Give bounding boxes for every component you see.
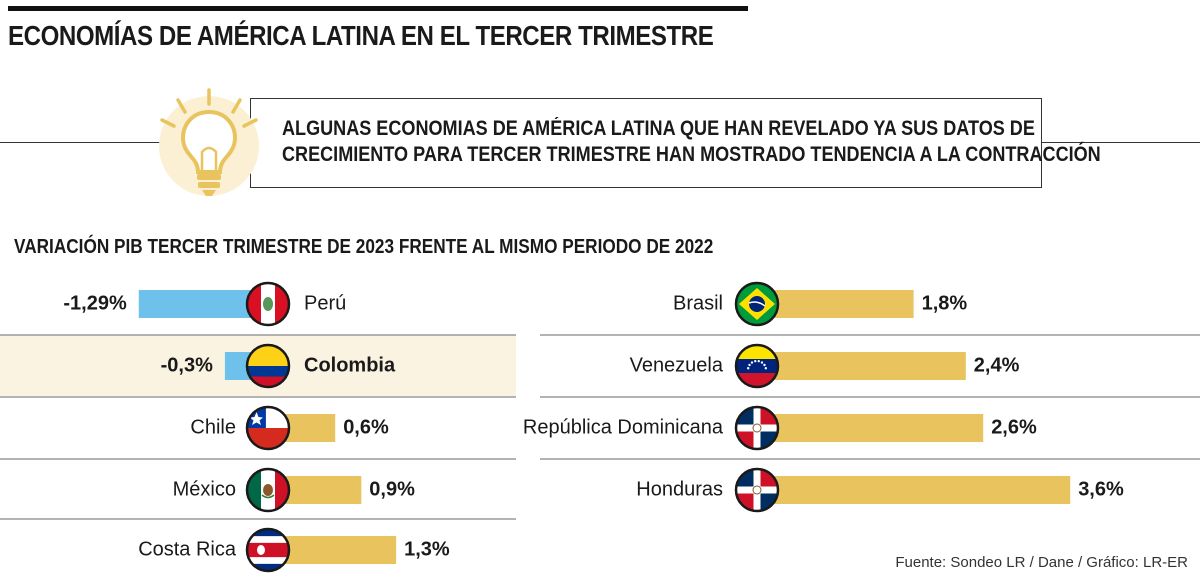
costa-rica-flag-icon	[245, 527, 291, 573]
country-label: Honduras	[636, 478, 723, 500]
country-label: México	[173, 478, 236, 500]
source-note: Fuente: Sondeo LR / Dane / Gráfico: LR-E…	[895, 554, 1188, 571]
bar-brasil	[772, 290, 914, 318]
country-label: Costa Rica	[138, 538, 237, 560]
callout-line-2: CRECIMIENTO PARA TERCER TRIMESTRE HAN MO…	[282, 143, 1101, 166]
bar-república-dominicana	[772, 414, 984, 442]
value-label: -1,29%	[63, 292, 127, 314]
country-label: Venezuela	[630, 354, 724, 376]
bar-perú	[138, 290, 251, 318]
page-title: ECONOMÍAS DE AMÉRICA LATINA EN EL TERCER…	[8, 20, 714, 51]
colombia-flag-icon	[245, 343, 291, 389]
bar-chile	[283, 414, 336, 442]
bar-costa rica	[283, 536, 397, 564]
bar-méxico	[283, 476, 362, 504]
bar-venezuela	[772, 352, 966, 380]
venezuela-flag-icon	[734, 343, 780, 389]
mexico-flag-icon	[245, 467, 291, 513]
country-label: Brasil	[673, 292, 723, 314]
value-label: 2,6%	[991, 416, 1037, 438]
value-label: 1,8%	[922, 292, 968, 314]
brazil-flag-icon	[734, 281, 780, 327]
value-label: 3,6%	[1078, 478, 1124, 500]
dominican-republic-flag-icon	[734, 405, 780, 451]
value-label: -0,3%	[161, 354, 213, 376]
top-rule	[8, 6, 748, 11]
dominican-republic-flag-icon	[734, 467, 780, 513]
country-label: Perú	[304, 292, 346, 314]
country-label: República Dominicana	[523, 416, 724, 438]
light-bulb-icon	[159, 88, 259, 196]
callout-line-1: ALGUNAS ECONOMIAS DE AMÉRICA LATINA QUE …	[282, 117, 1035, 140]
country-label: Chile	[190, 416, 236, 438]
callout-text: ALGUNAS ECONOMIAS DE AMÉRICA LATINA QUE …	[282, 116, 1101, 168]
value-label: 2,4%	[974, 354, 1020, 376]
gdp-bar-chart: -1,29% Perú -0,3% Colombia 0,6% Chile 0,9% Méxi…	[0, 281, 1200, 573]
chart-subtitle: VARIACIÓN PIB TERCER TRIMESTRE DE 2023 F…	[14, 236, 714, 258]
value-label: 1,3%	[404, 538, 450, 560]
chile-flag-icon	[245, 405, 291, 451]
bar-honduras	[772, 476, 1071, 504]
country-label: Colombia	[304, 354, 396, 376]
value-label: 0,6%	[343, 416, 389, 438]
peru-flag-icon	[245, 281, 291, 327]
value-label: 0,9%	[369, 478, 415, 500]
callout-box	[250, 98, 1042, 188]
